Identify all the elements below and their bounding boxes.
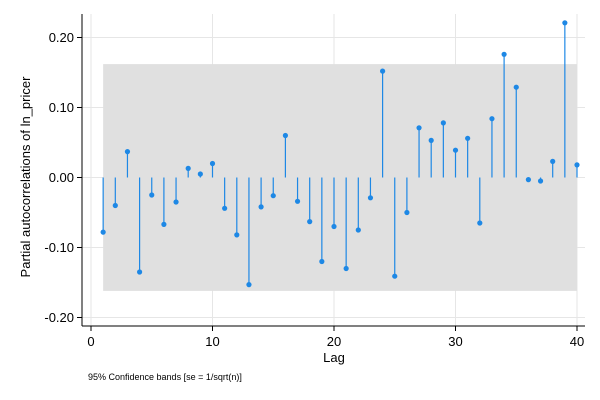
stem-marker	[465, 135, 471, 141]
stem-marker	[282, 132, 288, 139]
stem-marker	[258, 204, 264, 210]
stem-marker	[137, 269, 143, 275]
stem-marker	[428, 137, 434, 143]
x-tick-label: 10	[205, 334, 219, 349]
y-tick-label: -0.20	[44, 310, 74, 325]
stem-marker	[100, 229, 106, 235]
stem-marker	[331, 223, 337, 230]
stem-marker	[319, 258, 325, 265]
x-tick-label: 20	[327, 334, 341, 349]
stem-marker	[173, 199, 179, 205]
stem-marker	[416, 125, 422, 131]
stem-marker	[440, 120, 446, 126]
tick-labels: -0.20 -0.10 0.00 0.10 0.20 0 10 20 30 40	[44, 30, 584, 349]
stem-marker	[525, 177, 532, 183]
stem-marker	[404, 209, 410, 216]
stem-marker	[185, 165, 191, 171]
stem-marker	[355, 227, 361, 233]
x-axis-title: Lag	[323, 350, 345, 365]
stem-marker	[501, 51, 507, 57]
stem-marker	[246, 282, 252, 288]
stem-marker	[392, 273, 398, 279]
stem-marker	[234, 232, 240, 238]
y-tick-label: 0.10	[49, 100, 74, 115]
stem-marker	[477, 220, 483, 226]
stem-marker	[124, 149, 131, 155]
stem-marker	[367, 195, 374, 201]
stem-marker	[550, 158, 556, 164]
stems	[100, 20, 580, 288]
stem-marker	[513, 84, 519, 90]
stem-marker	[149, 192, 155, 198]
stem-marker	[537, 178, 544, 184]
stem-marker	[112, 202, 118, 209]
stem-marker	[294, 198, 301, 204]
stem-marker	[343, 265, 349, 272]
y-axis-title: Partial autocorrelations of ln_pricer	[18, 76, 33, 278]
stem-marker	[574, 162, 580, 168]
stem-marker	[562, 20, 568, 26]
x-tick-label: 30	[448, 334, 462, 349]
stem-marker	[197, 171, 203, 177]
confidence-band	[103, 64, 578, 291]
stem-marker	[307, 219, 313, 225]
confidence-band-note: 95% Confidence bands [se = 1/sqrt(n)]	[88, 372, 242, 382]
stem-marker	[489, 116, 495, 122]
stem-marker	[222, 205, 228, 211]
y-tick-label: 0.00	[49, 170, 74, 185]
stem-marker	[270, 193, 276, 199]
x-tick-label: 40	[570, 334, 584, 349]
stem-marker	[452, 147, 459, 153]
stem-marker	[380, 68, 386, 74]
stem-marker	[209, 160, 216, 167]
stem-marker	[161, 221, 167, 227]
y-tick-label: 0.20	[49, 30, 74, 45]
y-tick-label: -0.10	[44, 240, 74, 255]
x-tick-label: 0	[87, 334, 94, 349]
